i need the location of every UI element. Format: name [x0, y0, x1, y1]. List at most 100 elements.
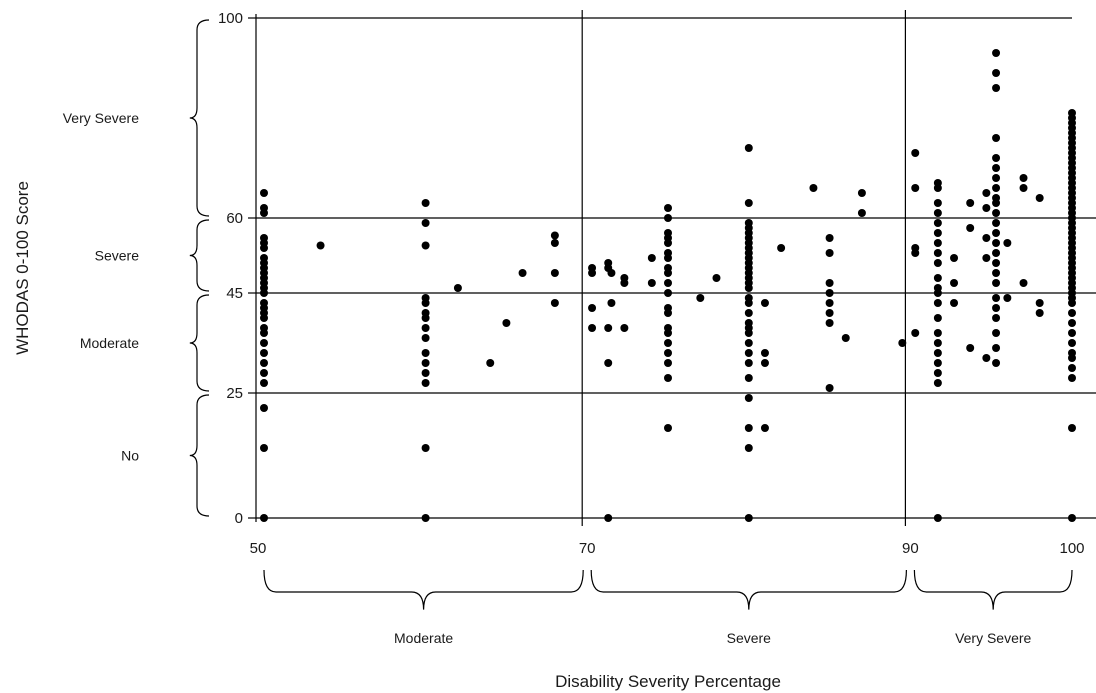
data-point: [950, 254, 959, 262]
x-tick-label-70: 70: [579, 540, 596, 557]
data-point: [982, 234, 991, 242]
data-point: [992, 134, 1001, 142]
data-point: [933, 274, 942, 282]
data-point: [992, 279, 1001, 287]
data-point: [421, 309, 430, 317]
data-point: [1068, 309, 1076, 317]
data-point: [421, 199, 430, 207]
data-point: [992, 239, 1001, 247]
data-point: [1035, 299, 1044, 307]
data-point: [933, 314, 942, 322]
x-band-label-very-severe: Very Severe: [955, 630, 1031, 646]
data-point: [857, 189, 866, 197]
data-point: [1068, 329, 1076, 337]
data-point: [607, 269, 616, 277]
data-point: [1035, 194, 1044, 202]
x-tick-label-100: 100: [1059, 540, 1084, 557]
data-point: [992, 154, 1001, 162]
data-point: [260, 369, 268, 377]
data-point: [825, 319, 834, 327]
data-point: [992, 229, 1001, 237]
data-point: [744, 394, 753, 402]
data-point: [933, 329, 942, 337]
data-point: [664, 229, 672, 237]
y-tick-label-25: 25: [226, 385, 243, 402]
data-point: [933, 179, 942, 187]
data-point: [992, 209, 1001, 217]
data-point: [950, 279, 959, 287]
data-point: [647, 279, 656, 287]
x-axis: 50 70 90 100: [250, 540, 1085, 557]
data-point: [992, 344, 1001, 352]
data-point: [664, 339, 672, 347]
data-point: [518, 269, 527, 277]
x-tick-label-90: 90: [902, 540, 919, 557]
data-point: [933, 249, 942, 257]
data-point: [260, 379, 268, 387]
y-band-label-severe: Severe: [95, 248, 140, 264]
x-band-braces: Moderate Severe Very Severe: [263, 569, 1073, 646]
data-point: [744, 359, 753, 367]
data-point: [604, 259, 613, 267]
data-point: [421, 349, 430, 357]
data-point: [825, 289, 834, 297]
data-point: [712, 274, 721, 282]
data-point: [664, 214, 672, 222]
data-point: [933, 369, 942, 377]
data-point: [316, 241, 325, 250]
data-point: [664, 289, 672, 297]
data-point: [260, 204, 268, 212]
data-point: [260, 404, 268, 412]
data-point: [992, 164, 1001, 172]
data-point: [604, 359, 613, 367]
data-point: [911, 329, 920, 337]
data-point: [1068, 374, 1076, 382]
data-point: [486, 359, 495, 367]
data-point: [760, 349, 769, 357]
data-point: [841, 334, 850, 342]
data-point: [992, 314, 1001, 322]
data-point: [933, 284, 942, 292]
data-point: [982, 204, 991, 212]
data-point: [260, 349, 268, 357]
data-point: [982, 354, 991, 362]
data-point: [664, 279, 672, 287]
data-point: [992, 49, 1001, 57]
data-point: [260, 324, 268, 332]
data-point: [421, 359, 430, 367]
data-point: [260, 234, 268, 242]
data-point: [664, 374, 672, 382]
data-point: [1068, 109, 1076, 117]
data-point: [911, 244, 920, 252]
data-point: [421, 294, 430, 302]
data-point: [992, 194, 1001, 202]
data-point: [1068, 364, 1076, 372]
data-point: [260, 359, 268, 367]
data-point: [992, 249, 1001, 257]
data-point: [550, 231, 559, 240]
data-point: [1019, 174, 1028, 182]
data-point: [647, 254, 656, 262]
data-point: [588, 264, 597, 272]
data-point: [664, 349, 672, 357]
x-tick-label-50: 50: [250, 540, 267, 557]
y-band-label-very-severe: Very Severe: [63, 110, 139, 126]
data-point: [421, 334, 430, 342]
data-point: [825, 279, 834, 287]
data-point: [1019, 184, 1028, 192]
y-tick-label-45: 45: [226, 285, 243, 302]
data-point: [744, 294, 753, 302]
data-point: [992, 84, 1001, 92]
data-point: [982, 189, 991, 197]
data-point: [933, 199, 942, 207]
data-point: [933, 299, 942, 307]
data-point: [664, 304, 672, 312]
data-point: [604, 514, 613, 522]
data-point: [992, 359, 1001, 367]
x-axis-title: Disability Severity Percentage: [555, 672, 781, 691]
x-band-label-moderate: Moderate: [394, 630, 453, 646]
data-point: [664, 324, 672, 332]
data-point: [260, 189, 268, 197]
data-point: [1068, 424, 1076, 432]
